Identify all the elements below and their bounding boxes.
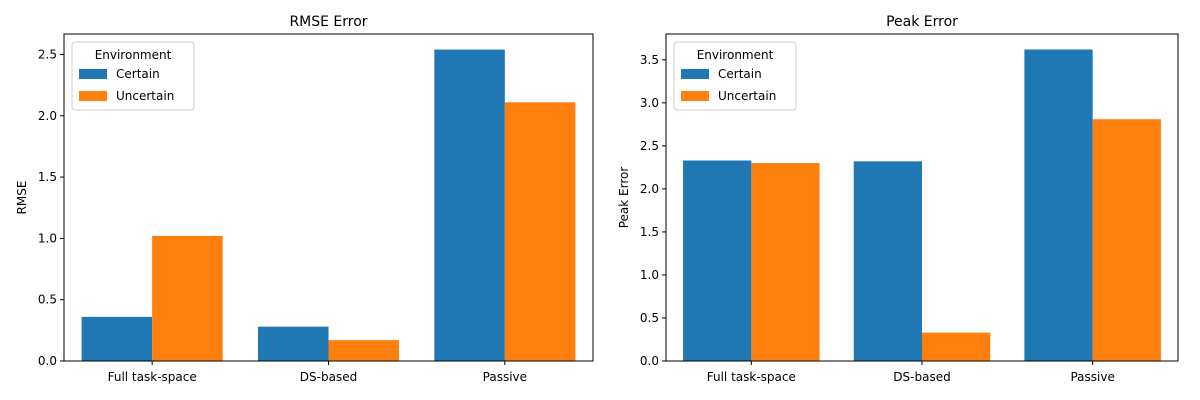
bar-certain-0 bbox=[81, 316, 153, 361]
bar-uncertain-0 bbox=[152, 235, 223, 361]
legend-swatch-uncertain bbox=[681, 91, 709, 101]
legend-label-uncertain: Uncertain bbox=[718, 89, 776, 103]
legend: Environment Certain Uncertain bbox=[673, 41, 797, 111]
y-tick-label: 3.0 bbox=[640, 96, 659, 110]
bar-uncertain-0 bbox=[751, 163, 820, 361]
x-tick-label: Full task-space bbox=[108, 370, 197, 384]
bars bbox=[683, 49, 1161, 362]
legend-swatch-uncertain bbox=[79, 91, 107, 101]
y-tick-label: 2.0 bbox=[640, 182, 659, 196]
legend-title: Environment bbox=[697, 48, 774, 62]
x-tick-label: Full task-space bbox=[707, 370, 796, 384]
y-tick-label: 3.5 bbox=[640, 53, 659, 67]
bar-uncertain-1 bbox=[922, 332, 991, 361]
y-tick-label: 0.5 bbox=[640, 311, 659, 325]
y-axis-label: RMSE bbox=[15, 181, 29, 215]
chart-title: Peak Error bbox=[886, 14, 958, 30]
y-tick-label: 1.0 bbox=[38, 231, 57, 245]
legend-swatch-certain bbox=[79, 69, 107, 79]
legend-label-certain: Certain bbox=[116, 67, 160, 81]
x-tick-label: DS-based bbox=[893, 370, 950, 384]
y-tick-label: 1.5 bbox=[38, 170, 57, 184]
chart-title: RMSE Error bbox=[289, 14, 367, 30]
y-tick-label: 2.5 bbox=[38, 47, 57, 61]
legend: Environment Certain Uncertain bbox=[71, 41, 195, 111]
y-tick-label: 1.5 bbox=[640, 225, 659, 239]
y-axis-label: Peak Error bbox=[617, 167, 631, 229]
chart-panel-peak: 0.0 0.5 1.0 1.5 2.0 2.5 3.0 3.5 Full task-space D… bbox=[617, 14, 1179, 384]
bar-uncertain-2 bbox=[504, 102, 576, 361]
y-tick-label: 0.5 bbox=[38, 293, 57, 307]
y-tick-label: 0.0 bbox=[640, 354, 659, 368]
y-tick-label: 2.0 bbox=[38, 109, 57, 123]
x-tick-label: Passive bbox=[1070, 370, 1114, 384]
x-tick-label: Passive bbox=[483, 370, 527, 384]
legend-label-uncertain: Uncertain bbox=[116, 89, 174, 103]
bar-uncertain-1 bbox=[328, 340, 400, 361]
bar-certain-2 bbox=[1024, 49, 1093, 362]
y-tick-label: 1.0 bbox=[640, 268, 659, 282]
bar-certain-1 bbox=[257, 326, 329, 361]
bar-certain-1 bbox=[853, 161, 922, 361]
y-tick-label: 0.0 bbox=[38, 354, 57, 368]
bar-certain-2 bbox=[434, 49, 505, 361]
bars bbox=[81, 49, 576, 361]
legend-label-certain: Certain bbox=[718, 67, 762, 81]
y-tick-label: 2.5 bbox=[640, 139, 659, 153]
legend-swatch-certain bbox=[681, 69, 709, 79]
bar-uncertain-2 bbox=[1092, 119, 1161, 361]
legend-title: Environment bbox=[95, 48, 172, 62]
bar-certain-0 bbox=[683, 160, 752, 361]
chart-panel-rmse: 0.0 0.5 1.0 1.5 2.0 2.5 Full task-space DS-base… bbox=[15, 14, 594, 384]
x-tick-label: DS-based bbox=[300, 370, 357, 384]
